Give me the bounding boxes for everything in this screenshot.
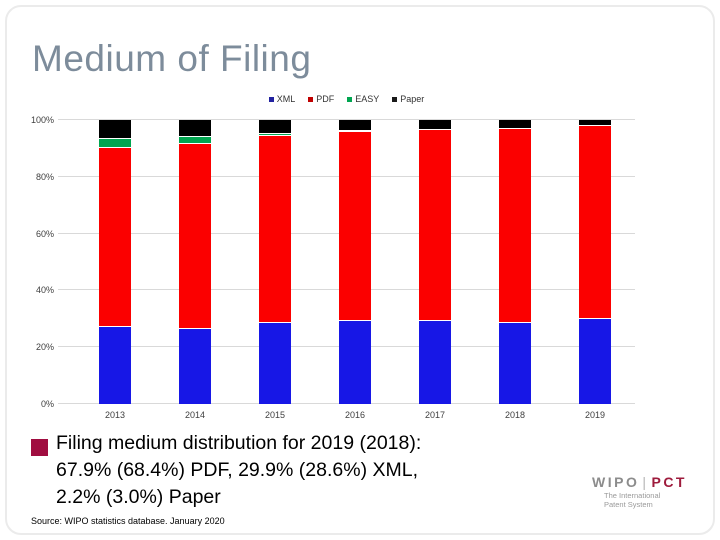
legend-marker-easy	[347, 96, 353, 102]
bar-segment-easy	[259, 134, 291, 136]
bar-segment-paper	[419, 120, 451, 130]
logo-tagline-line-2: Patent System	[604, 500, 653, 509]
bar-segment-xml	[499, 322, 531, 404]
source-note: Source: WIPO statistics database. Januar…	[31, 516, 225, 526]
bar-segment-paper	[579, 120, 611, 127]
x-tick-label-2016: 2016	[344, 410, 366, 420]
bar-2016	[339, 120, 371, 404]
legend-item-pdf: PDF	[308, 94, 334, 104]
bar-segment-paper	[259, 120, 291, 135]
bar-segment-pdf	[259, 135, 291, 324]
logo-tagline-line-1: The International	[604, 491, 661, 500]
bar-segment-easy	[99, 139, 131, 149]
bullet-marker	[31, 439, 48, 456]
bar-segment-pdf	[579, 126, 611, 320]
y-tick-label: 40%	[35, 285, 54, 296]
logo-pct-text: PCT	[651, 474, 687, 490]
legend-label-pdf: PDF	[316, 94, 335, 104]
y-tick-label: 80%	[35, 171, 54, 182]
logo-tagline: The International Patent System	[604, 491, 687, 509]
x-tick-label-2019: 2019	[584, 410, 606, 420]
y-tick-label: 0%	[40, 399, 54, 409]
bar-segment-xml	[179, 329, 211, 404]
y-tick-label: 20%	[35, 342, 54, 353]
bar-2015	[259, 120, 291, 404]
y-tick-label: 100%	[30, 115, 54, 125]
bullet-line-1: Filing medium distribution for 2019 (201…	[56, 432, 422, 454]
bar-segment-pdf	[179, 144, 211, 330]
legend-item-paper: Paper	[392, 94, 424, 104]
bar-2014	[179, 120, 211, 404]
bar-segment-paper	[179, 120, 211, 138]
x-tick-label-2017: 2017	[424, 410, 446, 420]
legend-item-xml: XML	[268, 94, 296, 104]
bullet-line-3: 2.2% (3.0%) Paper	[56, 486, 221, 508]
bullet-line-2: 67.9% (68.4%) PDF, 29.9% (28.6%) XML,	[56, 459, 418, 481]
bar-segment-pdf	[339, 131, 371, 321]
bar-segment-easy	[179, 137, 211, 145]
x-tick-label-2015: 2015	[264, 410, 286, 420]
bar-2018	[499, 120, 531, 404]
bar-segment-paper	[339, 120, 371, 132]
bar-segment-xml	[339, 320, 371, 404]
legend-label-easy: EASY	[355, 94, 380, 104]
legend-marker-paper	[392, 96, 398, 102]
bar-segment-paper	[499, 120, 531, 129]
x-tick-label-2014: 2014	[184, 410, 206, 420]
bar-segment-pdf	[419, 130, 451, 322]
x-tick-label-2018: 2018	[504, 410, 526, 420]
wipo-pct-logo: WIPO | PCT The International Patent Syst…	[592, 474, 687, 509]
wipo-pct-logo-wordmark: WIPO | PCT	[592, 474, 687, 490]
bar-segment-easy	[339, 130, 371, 132]
plot-area	[58, 119, 635, 404]
gridline-100	[58, 119, 635, 120]
page-title: Medium of Filing	[32, 38, 312, 79]
bar-segment-pdf	[99, 148, 131, 328]
legend-marker-xml	[268, 96, 274, 102]
legend-marker-pdf	[308, 96, 314, 102]
bar-segment-xml	[259, 323, 291, 404]
y-tick-label: 60%	[35, 228, 54, 239]
bar-2019	[579, 120, 611, 404]
x-tick-label-2013: 2013	[104, 410, 126, 420]
legend-item-easy: EASY	[347, 94, 379, 104]
bar-segment-xml	[419, 321, 451, 404]
bar-segment-pdf	[499, 128, 531, 323]
chart-legend: XML PDF EASY Paper	[58, 93, 635, 105]
bar-segment-xml	[579, 319, 611, 404]
bullet-text: Filing medium distribution for 2019 (201…	[56, 430, 421, 511]
bar-segment-paper	[99, 120, 131, 140]
logo-wipo-text: WIPO	[592, 474, 640, 490]
legend-label-xml: XML	[276, 94, 296, 104]
legend-label-paper: Paper	[400, 94, 425, 104]
logo-separator: |	[642, 474, 649, 490]
bar-segment-xml	[99, 327, 131, 404]
bar-2017	[419, 120, 451, 404]
bar-2013	[99, 120, 131, 404]
